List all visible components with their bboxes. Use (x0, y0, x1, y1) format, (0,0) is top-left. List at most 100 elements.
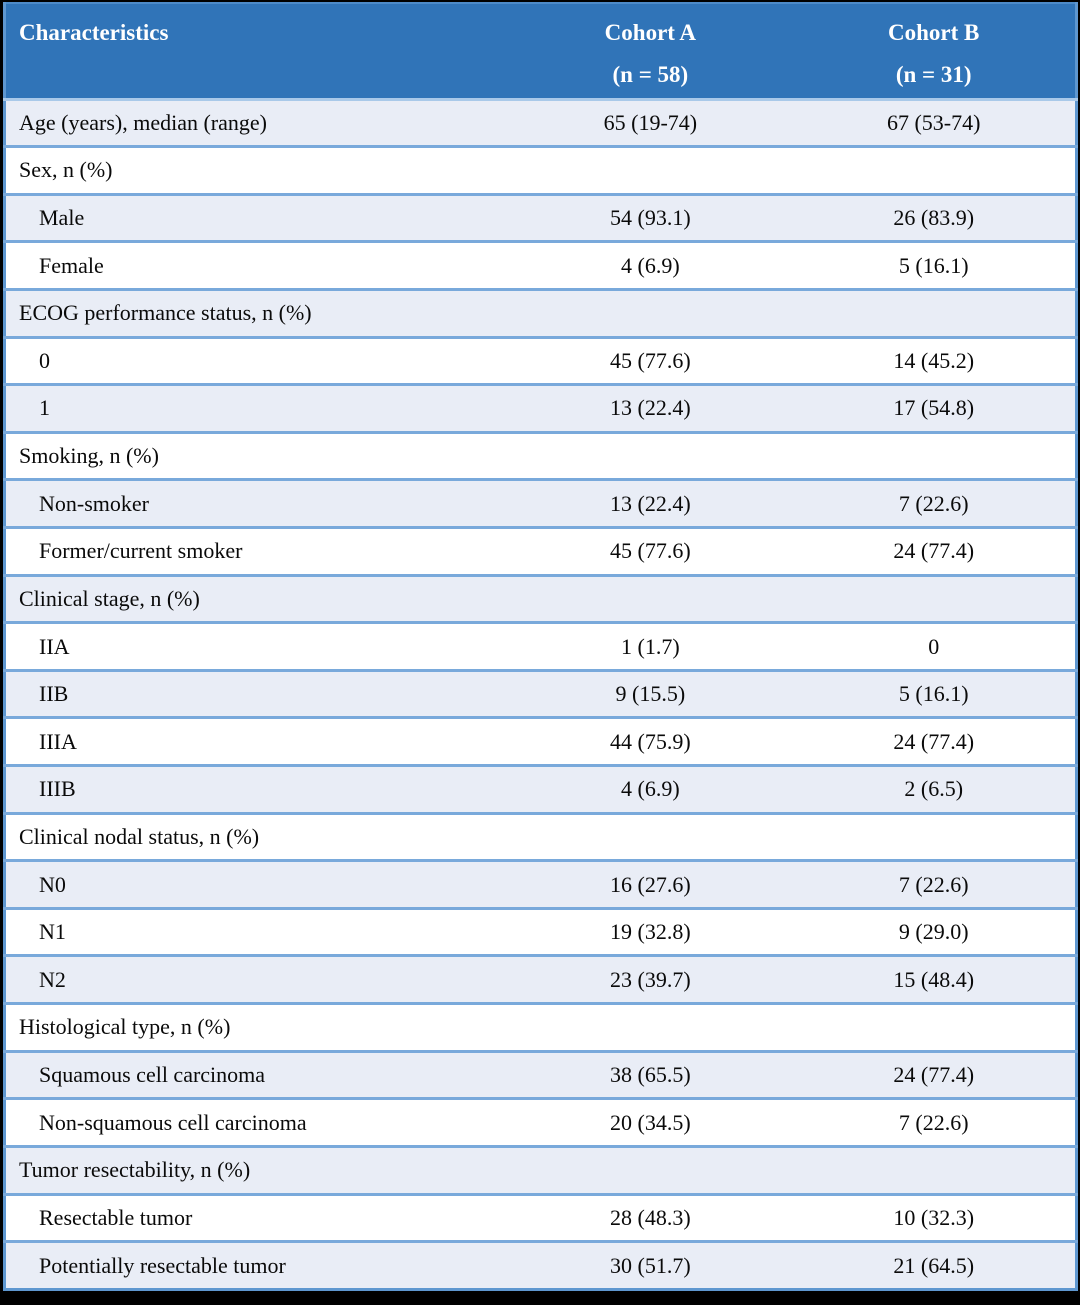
cohort-a-value (508, 1144, 793, 1195)
cohort-a-value: 23 (39.7) (508, 954, 793, 1004)
row-label: Potentially resectable tumor (4, 1240, 509, 1290)
row-label: IIIA (4, 716, 509, 766)
data-row: IIB 9 (15.5) 5 (16.1) (4, 668, 1077, 718)
cohort-a-value: 54 (93.1) (508, 192, 793, 242)
cohort-b-value (792, 287, 1077, 338)
section-row: Smoking, n (%) (4, 430, 1077, 480)
data-row: Potentially resectable tumor 30 (51.7) 21 … (4, 1240, 1077, 1290)
row-label: Non-smoker (4, 478, 509, 528)
row-label: 1 (4, 383, 509, 433)
cohort-b-value (792, 430, 1077, 480)
row-label: Former/current smoker (4, 525, 509, 576)
cohort-a-value (508, 287, 793, 338)
cohort-b-value: 21 (64.5) (792, 1240, 1077, 1290)
cohort-b-value: 0 (792, 621, 1077, 671)
data-row: Female 4 (6.9) 5 (16.1) (4, 240, 1077, 290)
cohort-a-value: 13 (22.4) (508, 383, 793, 433)
cohort-b-value: 10 (32.3) (792, 1192, 1077, 1242)
cohort-b-value: 67 (53-74) (792, 97, 1077, 147)
cohort-b-value (792, 811, 1077, 861)
cohort-a-value: 38 (65.5) (508, 1049, 793, 1099)
cohort-b-value: 26 (83.9) (792, 192, 1077, 242)
row-label: IIIB (4, 764, 509, 814)
cohort-a-value (508, 145, 793, 195)
cohort-a-value: 4 (6.9) (508, 764, 793, 814)
section-row: Sex, n (%) (4, 145, 1077, 195)
patient-characteristics-table: Characteristics Cohort A (n = 58) Cohort… (3, 2, 1078, 1291)
data-row: 1 13 (22.4) 17 (54.8) (4, 383, 1077, 433)
cohort-a-n: (n = 58) (612, 62, 689, 87)
cohort-b-value: 24 (77.4) (792, 1049, 1077, 1099)
cohort-b-value (792, 1002, 1077, 1052)
col-header-cohort-a: Cohort A (n = 58) (508, 3, 793, 101)
cohort-a-value (508, 811, 793, 861)
cohort-b-value: 7 (22.6) (792, 1097, 1077, 1147)
cohort-a-value: 19 (32.8) (508, 906, 793, 956)
data-row: 0 45 (77.6) 14 (45.2) (4, 335, 1077, 385)
row-label: Non-squamous cell carcinoma (4, 1097, 509, 1147)
cohort-b-value: 15 (48.4) (792, 954, 1077, 1004)
cohort-b-label: Cohort B (888, 20, 980, 45)
cohort-a-value: 1 (1.7) (508, 621, 793, 671)
row-label: N1 (4, 906, 509, 956)
section-row: Clinical stage, n (%) (4, 573, 1077, 623)
row-label: N0 (4, 859, 509, 909)
cohort-a-value: 30 (51.7) (508, 1240, 793, 1290)
section-row: Histological type, n (%) (4, 1002, 1077, 1052)
data-row: Male 54 (93.1) 26 (83.9) (4, 192, 1077, 242)
cohort-a-value: 45 (77.6) (508, 525, 793, 576)
characteristics-label: Characteristics (19, 20, 169, 45)
data-row: N2 23 (39.7) 15 (48.4) (4, 954, 1077, 1004)
data-row: Squamous cell carcinoma 38 (65.5) 24 (77.4… (4, 1049, 1077, 1099)
row-label: Clinical stage, n (%) (4, 573, 509, 623)
header-row: Characteristics Cohort A (n = 58) Cohort… (4, 3, 1077, 101)
row-label: Male (4, 192, 509, 242)
cohort-a-value: 13 (22.4) (508, 478, 793, 528)
cohort-b-value: 2 (6.5) (792, 764, 1077, 814)
row-label: Squamous cell carcinoma (4, 1049, 509, 1099)
row-label: 0 (4, 335, 509, 385)
cohort-b-value (792, 145, 1077, 195)
cohort-b-value: 7 (22.6) (792, 859, 1077, 909)
cohort-a-value: 4 (6.9) (508, 240, 793, 290)
cohort-a-value (508, 430, 793, 480)
data-row: IIA 1 (1.7) 0 (4, 621, 1077, 671)
section-row: Age (years), median (range) 65 (19-74) 67 … (4, 97, 1077, 147)
cohort-a-value: 45 (77.6) (508, 335, 793, 385)
cohort-a-value: 44 (75.9) (508, 716, 793, 766)
section-row: ECOG performance status, n (%) (4, 287, 1077, 338)
row-label: Clinical nodal status, n (%) (4, 811, 509, 861)
data-row: Non-squamous cell carcinoma 20 (34.5) 7 (2… (4, 1097, 1077, 1147)
row-label: Female (4, 240, 509, 290)
row-label: Resectable tumor (4, 1192, 509, 1242)
section-row: Tumor resectability, n (%) (4, 1144, 1077, 1195)
cohort-b-value: 24 (77.4) (792, 716, 1077, 766)
cohort-a-value: 16 (27.6) (508, 859, 793, 909)
cohort-a-value (508, 1002, 793, 1052)
data-row: Non-smoker 13 (22.4) 7 (22.6) (4, 478, 1077, 528)
row-label: ECOG performance status, n (%) (4, 287, 509, 338)
cohort-a-value: 65 (19-74) (508, 97, 793, 147)
row-label: Histological type, n (%) (4, 1002, 509, 1052)
row-label: Age (years), median (range) (4, 97, 509, 147)
cohort-b-value: 9 (29.0) (792, 906, 1077, 956)
cohort-b-value: 24 (77.4) (792, 525, 1077, 576)
data-row: IIIB 4 (6.9) 2 (6.5) (4, 764, 1077, 814)
col-header-characteristics: Characteristics (4, 3, 509, 101)
cohort-b-value (792, 573, 1077, 623)
cohort-b-n: (n = 31) (895, 62, 972, 87)
section-row: Clinical nodal status, n (%) (4, 811, 1077, 861)
cohort-a-label: Cohort A (604, 20, 697, 45)
row-label: Sex, n (%) (4, 145, 509, 195)
table-body: Age (years), median (range) 65 (19-74) 67 … (4, 97, 1077, 1290)
cohort-b-value: 5 (16.1) (792, 240, 1077, 290)
row-label: IIB (4, 668, 509, 718)
cohort-b-value (792, 1144, 1077, 1195)
row-label: N2 (4, 954, 509, 1004)
cohort-a-value: 20 (34.5) (508, 1097, 793, 1147)
cohort-a-value (508, 573, 793, 623)
row-label: Smoking, n (%) (4, 430, 509, 480)
cohort-b-value: 5 (16.1) (792, 668, 1077, 718)
row-label: Tumor resectability, n (%) (4, 1144, 509, 1195)
